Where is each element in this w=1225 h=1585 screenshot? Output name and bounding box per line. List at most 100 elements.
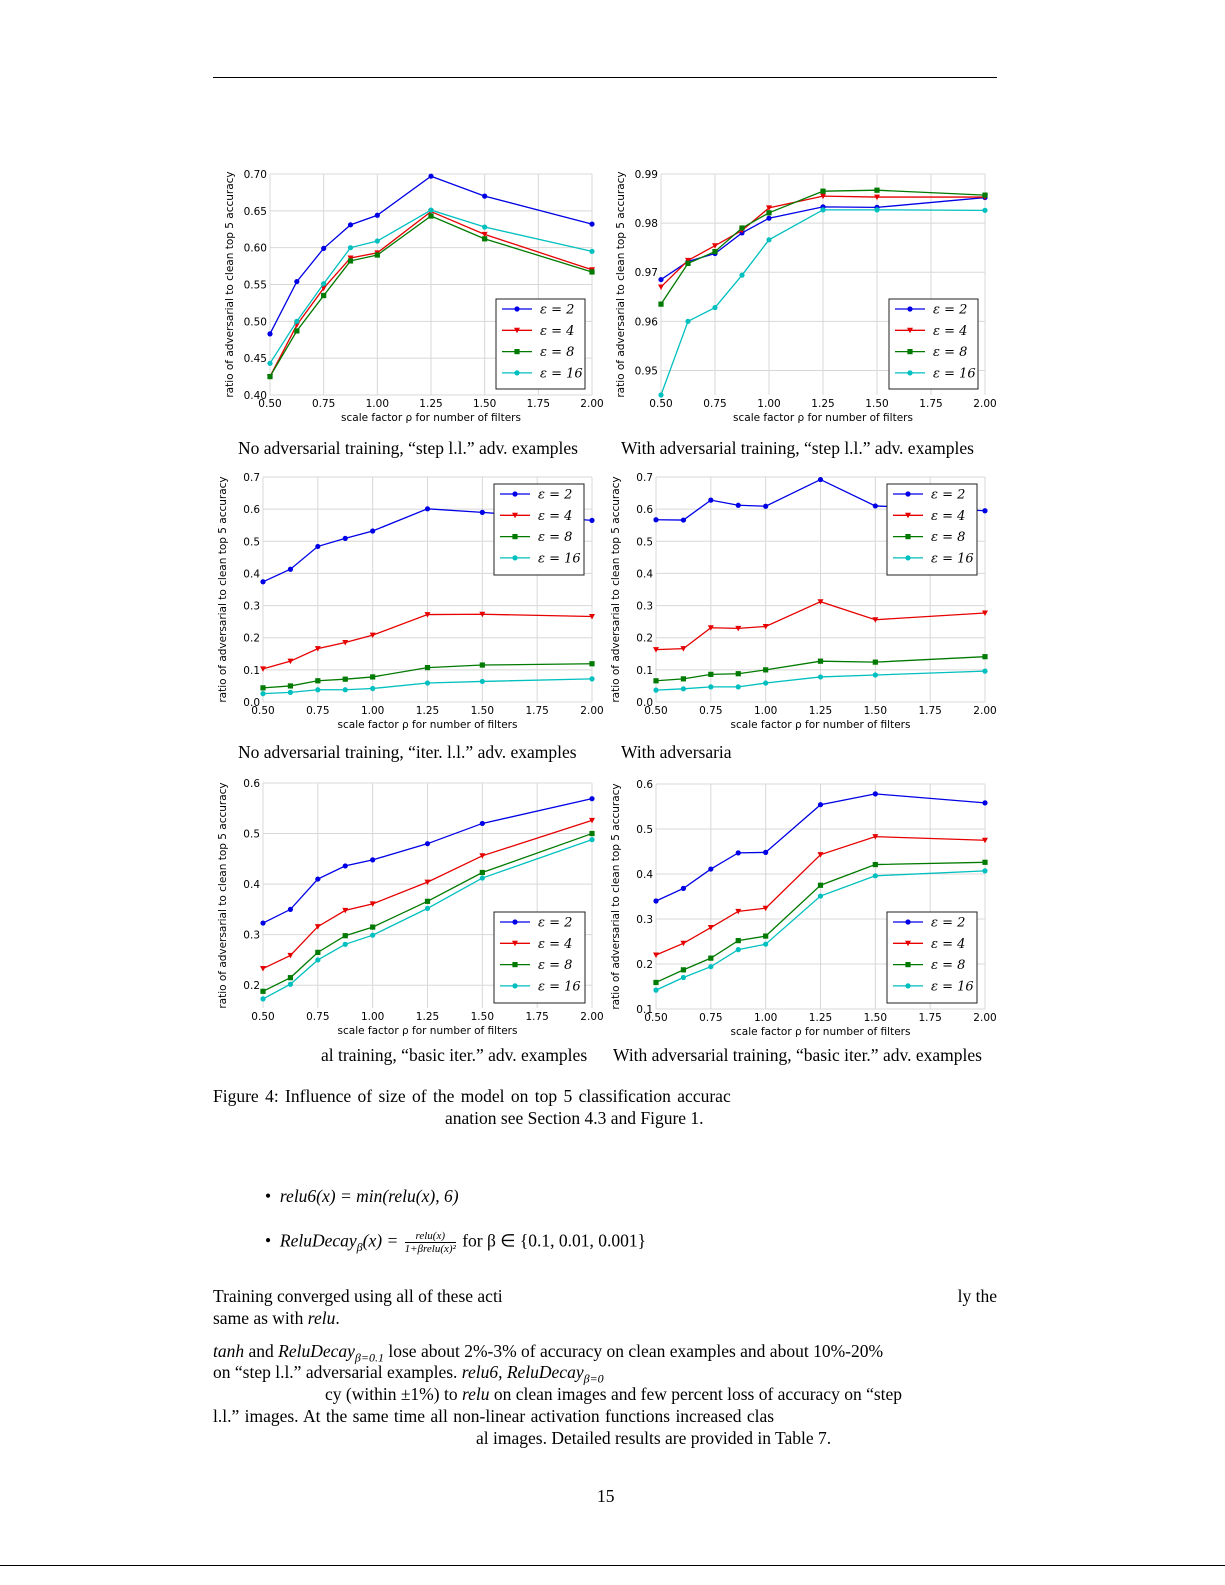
- data-point: [482, 236, 488, 242]
- y-tick-label: 0.3: [243, 601, 260, 613]
- data-point: [424, 879, 431, 886]
- bullet-reludecay: • ReluDecayβ(x) = relu(x) 1+βrelu(x)² for…: [265, 1230, 646, 1255]
- chart-5: 0.50 0.75 1.00 1.25 1.50 1.75 2.00 0.2 0.3 0.4 0.5…: [217, 778, 604, 1037]
- fraction-denominator: 1+βrelu(x)²: [404, 1243, 456, 1256]
- data-point: [342, 535, 348, 541]
- data-point: [680, 686, 687, 692]
- x-tick-label: 1.50: [864, 1012, 887, 1024]
- data-point: [685, 260, 691, 266]
- series-line-eps-2: [262, 798, 593, 924]
- series-line-eps-2: [269, 175, 593, 335]
- y-tick-label: 0.7: [243, 472, 260, 484]
- bullet-relu6: • relu6(x) = min(relu(x), 6): [265, 1187, 459, 1206]
- text: on clean images and few percent loss of …: [489, 1384, 903, 1404]
- legend-label: ε = 16: [931, 551, 974, 566]
- data-point: [321, 281, 327, 287]
- data-point: [342, 907, 349, 914]
- chart-2: 0.50 0.75 1.00 1.25 1.50 1.75 2.00 0.95 0.96 0.97…: [615, 169, 997, 424]
- legend-label: ε = 2: [931, 488, 965, 503]
- data-point: [315, 678, 321, 684]
- legend-label: ε = 4: [538, 509, 572, 524]
- data-point: [315, 543, 321, 550]
- data-point: [735, 938, 741, 944]
- legend-label: ε = 16: [933, 366, 976, 381]
- x-tick-label: 1.00: [361, 705, 384, 717]
- legend-label: ε = 8: [540, 345, 574, 360]
- data-point: [735, 684, 741, 690]
- data-point: [315, 687, 321, 693]
- y-tick-label: 0.2: [636, 959, 653, 971]
- data-point: [424, 898, 431, 904]
- series-line-eps-8: [660, 189, 986, 305]
- y-tick-label: 0.5: [243, 536, 260, 548]
- legend-box: [888, 298, 979, 390]
- x-tick-label: 2.00: [973, 705, 996, 717]
- legend: ε = 2 ε = 4 ε = 8 ε = 16: [888, 298, 979, 390]
- data-point: [763, 503, 769, 509]
- data-point: [260, 579, 266, 585]
- legend-label: ε = 2: [540, 303, 574, 318]
- chart-caption-2: With adversarial training, “step l.l.” a…: [621, 438, 974, 458]
- chart-caption-6: With adversarial training, “basic iter.”…: [613, 1045, 982, 1065]
- legend-label: ε = 8: [933, 345, 967, 360]
- series-line-eps-8: [269, 215, 593, 377]
- math-sub: β=0.1: [354, 1350, 384, 1365]
- series-line-eps-4: [660, 195, 985, 288]
- header-rule: [213, 77, 997, 78]
- data-point: [817, 852, 824, 858]
- y-tick-label: 0.2: [243, 633, 260, 645]
- math-sub: β=0: [583, 1371, 604, 1386]
- y-axis-label: ratio of adversarial to clean top 5 accu…: [224, 171, 236, 397]
- data-point: [260, 920, 266, 926]
- x-tick-label: 0.50: [644, 705, 667, 717]
- data-point: [347, 222, 354, 228]
- series-line-eps-8: [262, 663, 593, 689]
- data-point: [589, 614, 595, 620]
- y-tick-label: 0.7: [636, 472, 653, 484]
- legend-box: [886, 911, 978, 1004]
- y-tick-label: 0.1: [243, 665, 260, 677]
- fraction-numerator: relu(x): [404, 1230, 456, 1244]
- x-axis-label: scale factor ρ for number of filters: [731, 1026, 911, 1038]
- legend-label: ε = 8: [538, 958, 572, 973]
- x-tick-label: 2.00: [580, 1011, 603, 1023]
- data-point: [982, 654, 988, 660]
- data-point: [267, 331, 273, 337]
- y-tick-label: 0.96: [635, 316, 659, 328]
- data-point: [712, 243, 718, 249]
- para2-line1: tanh and ReluDecayβ=0.1 lose about 2%-3%…: [213, 1342, 883, 1365]
- y-tick-label: 0.6: [243, 778, 260, 790]
- data-point: [982, 508, 988, 514]
- reludecay-fraction: relu(x) 1+βrelu(x)²: [404, 1230, 456, 1256]
- figure-caption-line1: Figure 4: Influence of size of the model…: [213, 1086, 731, 1106]
- y-axis-label: ratio of adversarial to clean top 5 accu…: [610, 783, 622, 1009]
- data-point: [874, 194, 880, 201]
- data-point: [370, 528, 376, 534]
- figure-4-charts: 0.50 0.75 1.00 1.25 1.50 1.75 2.000.400.450.50…: [217, 169, 997, 1038]
- legend-box: [493, 483, 585, 576]
- data-point: [370, 932, 376, 938]
- data-point: [287, 975, 294, 981]
- data-point: [712, 304, 718, 311]
- legend-marker: [905, 919, 911, 925]
- data-point: [982, 859, 988, 865]
- legend-label: ε = 8: [931, 958, 965, 973]
- reludecay-name: ReluDecay: [279, 1230, 357, 1251]
- legend-box: [495, 298, 586, 390]
- data-point: [342, 676, 348, 682]
- data-point: [287, 658, 294, 665]
- data-point: [479, 853, 486, 859]
- x-tick-label: 1.75: [918, 1012, 941, 1024]
- data-point: [428, 213, 434, 219]
- data-point: [982, 800, 988, 806]
- legend-label: ε = 16: [540, 366, 583, 381]
- x-tick-label: 2.00: [580, 398, 603, 410]
- legend-label: ε = 2: [538, 916, 572, 931]
- legend-marker: [512, 555, 518, 561]
- data-point: [653, 952, 659, 958]
- data-point: [872, 672, 878, 678]
- data-point: [680, 940, 687, 947]
- legend: ε = 2 ε = 4 ε = 8 ε = 16: [495, 298, 586, 390]
- data-point: [479, 611, 486, 618]
- y-tick-label: 0.5: [636, 824, 653, 836]
